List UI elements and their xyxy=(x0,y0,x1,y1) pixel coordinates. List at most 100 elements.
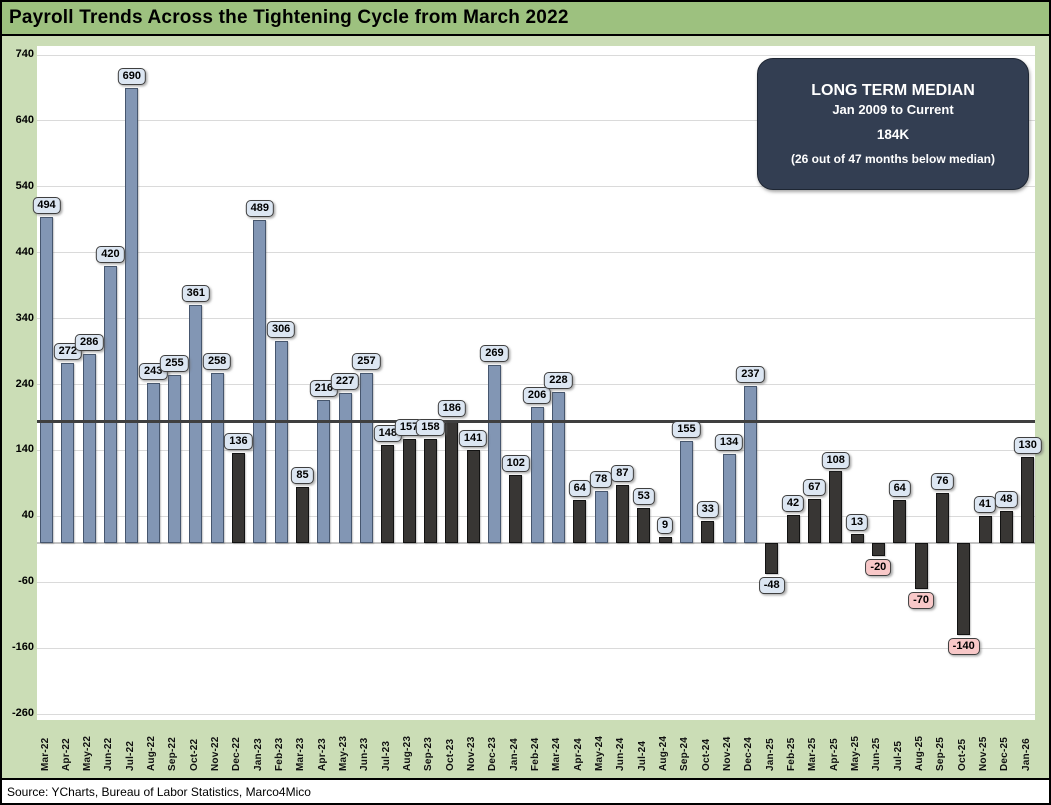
source-bar: Source: YCharts, Bureau of Labor Statist… xyxy=(2,778,1049,803)
x-axis-label-Oct-25: Oct-25 xyxy=(956,738,968,771)
x-axis-label-Dec-24: Dec-24 xyxy=(743,737,755,771)
bar-Sep-25 xyxy=(935,492,949,543)
x-axis-label-Jun-23: Jun-23 xyxy=(359,737,371,771)
bar-Jun-22 xyxy=(103,265,117,543)
x-axis-label-Jul-23: Jul-23 xyxy=(380,740,392,771)
y-axis-tick-440: 440 xyxy=(15,245,34,258)
bar-Jan-25 xyxy=(765,542,779,575)
bar-Nov-22 xyxy=(210,372,224,543)
gridline-340 xyxy=(37,318,1035,319)
bar-value-label-Mar-25: 67 xyxy=(803,478,826,496)
bar-value-label-Jun-22: 420 xyxy=(96,245,125,263)
gridline--60 xyxy=(37,582,1035,583)
x-axis-label-Jan-25: Jan-25 xyxy=(764,738,776,771)
bar-value-label-Nov-24: 134 xyxy=(714,434,744,452)
x-axis-label-Jun-25: Jun-25 xyxy=(871,737,883,771)
x-axis-label-Jun-24: Jun-24 xyxy=(615,737,627,771)
bar-value-label-Apr-22: 272 xyxy=(53,343,83,361)
bar-value-label-Jul-22: 690 xyxy=(117,67,146,85)
y-axis-tick--160: -160 xyxy=(11,641,34,654)
bar-value-label-Sep-23: 158 xyxy=(416,418,445,436)
x-axis-label-May-24: May-24 xyxy=(594,735,606,771)
x-axis-label-Nov-22: Nov-22 xyxy=(210,736,222,771)
bar-value-label-Feb-24: 206 xyxy=(522,386,552,404)
bar-value-label-Jul-25: 64 xyxy=(888,480,911,498)
bar-Nov-24 xyxy=(722,454,736,543)
bar-Jun-25 xyxy=(871,542,885,556)
bar-value-label-Jun-23: 257 xyxy=(352,353,381,371)
gridline-740 xyxy=(37,55,1035,56)
bar-Aug-25 xyxy=(914,542,928,589)
gridline-240 xyxy=(37,384,1035,385)
x-axis-label-Nov-25: Nov-25 xyxy=(978,736,990,771)
bar-Oct-24 xyxy=(701,520,715,543)
gridline-540 xyxy=(37,186,1035,187)
x-axis-label-Mar-25: Mar-25 xyxy=(807,737,819,771)
bar-value-label-Aug-25: -70 xyxy=(908,591,934,609)
median-box-note: (26 out of 47 months below median) xyxy=(790,152,996,166)
bar-value-label-Apr-24: 64 xyxy=(568,480,591,498)
gridline--260 xyxy=(37,714,1035,715)
x-axis-label-May-22: May-22 xyxy=(82,735,94,771)
x-axis-label-Mar-22: Mar-22 xyxy=(39,737,51,771)
bar-value-label-Apr-25: 108 xyxy=(821,451,850,469)
bar-value-label-May-25: 13 xyxy=(845,514,869,532)
bar-value-label-Jan-23: 489 xyxy=(245,200,274,218)
x-axis-label-Oct-24: Oct-24 xyxy=(700,738,712,771)
bar-Mar-24 xyxy=(551,392,565,543)
y-axis-tick-240: 240 xyxy=(15,377,34,390)
bar-Dec-24 xyxy=(743,386,757,543)
bar-value-label-Aug-24: 9 xyxy=(657,516,674,534)
bar-Dec-23 xyxy=(487,365,501,543)
bar-Mar-23 xyxy=(295,486,309,543)
x-axis-label-Aug-25: Aug-25 xyxy=(914,735,926,771)
bar-Apr-23 xyxy=(317,400,331,543)
x-axis-label-Feb-25: Feb-25 xyxy=(786,737,798,771)
x-axis-label-Sep-23: Sep-23 xyxy=(423,737,435,771)
bar-value-label-Jul-24: 53 xyxy=(632,487,655,505)
bar-value-label-Oct-25: -140 xyxy=(947,637,980,655)
bar-value-label-Mar-24: 228 xyxy=(544,372,573,390)
y-axis-tick-140: 140 xyxy=(15,443,34,456)
x-axis-label-Apr-25: Apr-25 xyxy=(828,738,840,771)
bar-May-23 xyxy=(338,393,352,543)
bar-Jul-24 xyxy=(637,507,651,543)
x-axis-label-Jul-24: Jul-24 xyxy=(636,740,648,771)
bar-value-label-Feb-23: 306 xyxy=(266,321,296,339)
median-box-range: Jan 2009 to Current xyxy=(832,102,954,117)
x-axis-label-Jul-25: Jul-25 xyxy=(892,740,904,771)
gridline-440 xyxy=(37,252,1035,253)
x-axis-label-Aug-23: Aug-23 xyxy=(402,735,414,771)
bar-May-25 xyxy=(850,534,864,543)
bar-Aug-22 xyxy=(146,382,160,543)
bar-value-label-Dec-23: 269 xyxy=(480,345,509,363)
bar-value-label-Sep-25: 76 xyxy=(931,472,954,490)
bar-value-label-Oct-23: 186 xyxy=(437,400,466,418)
bar-Oct-25 xyxy=(957,542,971,635)
x-axis-label-Feb-23: Feb-23 xyxy=(274,737,286,771)
x-axis-label-Jul-22: Jul-22 xyxy=(124,740,136,771)
page-title: Payroll Trends Across the Tightening Cyc… xyxy=(9,7,569,28)
y-axis-tick-340: 340 xyxy=(15,311,34,324)
bar-value-label-Nov-22: 258 xyxy=(202,352,232,370)
bar-Apr-24 xyxy=(573,500,587,543)
bar-value-label-Jan-24: 102 xyxy=(501,455,530,473)
x-axis-label-Mar-23: Mar-23 xyxy=(295,737,307,771)
bar-Jan-23 xyxy=(253,220,267,543)
bar-value-label-Jun-24: 87 xyxy=(611,465,634,483)
bar-Jul-25 xyxy=(893,500,907,543)
bar-value-label-Mar-22: 494 xyxy=(32,197,61,215)
y-axis-tick--60: -60 xyxy=(18,575,34,588)
bar-value-label-May-22: 286 xyxy=(74,334,104,352)
bar-value-label-Dec-24: 237 xyxy=(736,366,765,384)
chart-region: 494 272 286 420 690 243 255 361 258 136 489 306 85 21… xyxy=(2,38,1049,778)
bar-Apr-22 xyxy=(61,363,75,543)
bar-value-label-Sep-24: 155 xyxy=(672,420,701,438)
bar-Sep-22 xyxy=(167,374,181,543)
bar-value-label-Nov-25: 41 xyxy=(973,495,997,513)
bar-value-label-May-24: 78 xyxy=(589,471,613,489)
bar-value-label-Dec-22: 136 xyxy=(224,433,253,451)
y-axis-tick--260: -260 xyxy=(11,707,34,719)
bar-Dec-25 xyxy=(999,511,1013,543)
